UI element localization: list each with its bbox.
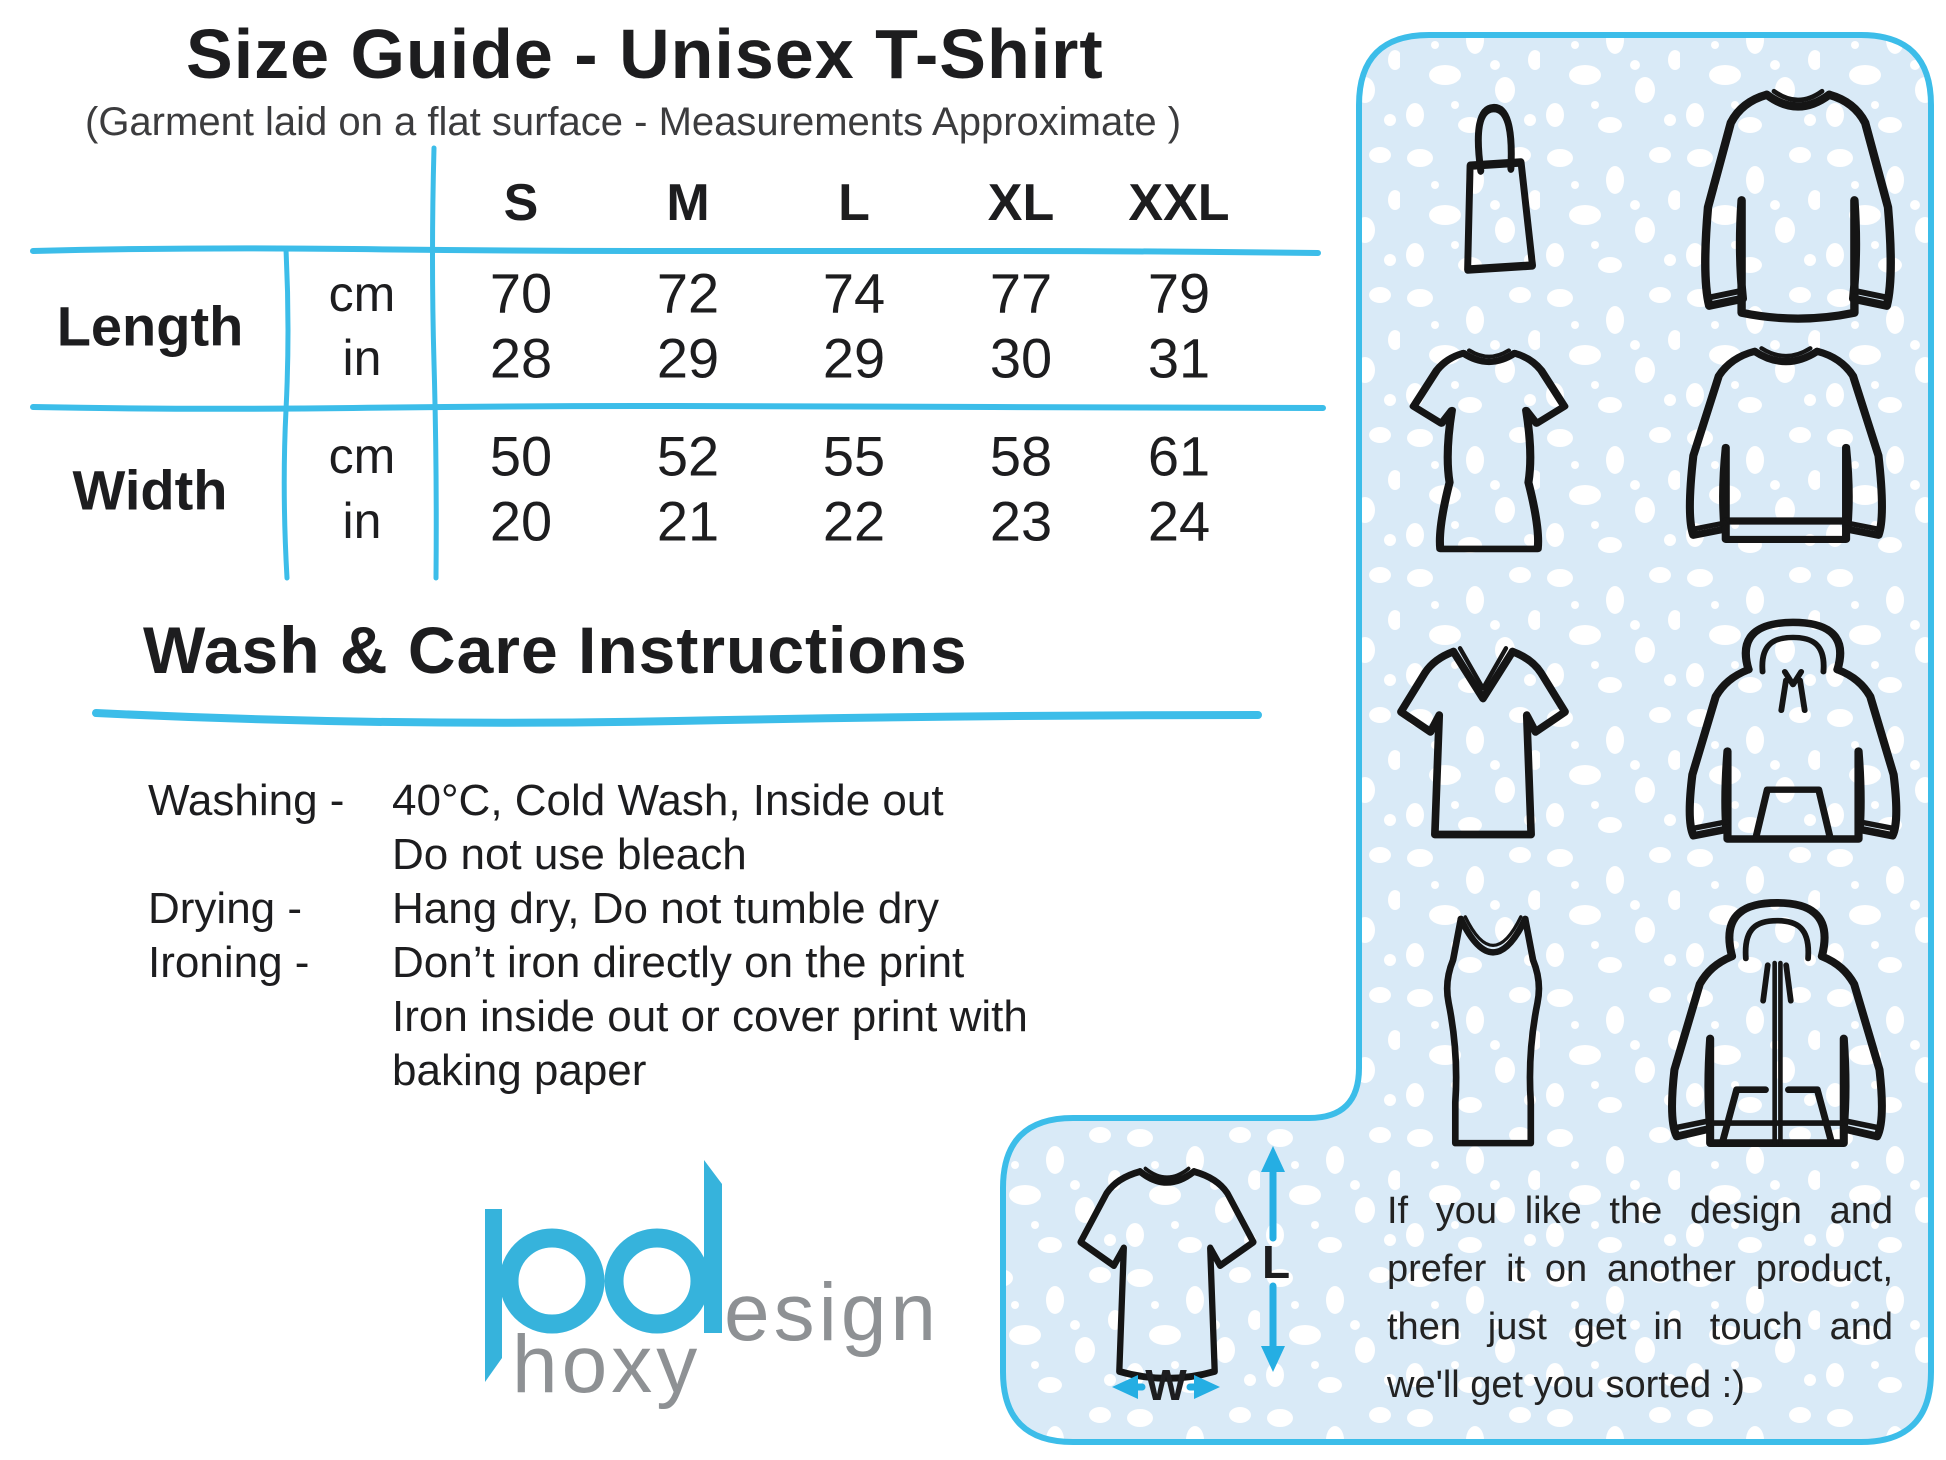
size-header-m: M	[666, 174, 710, 232]
table-cell: 29	[822, 326, 886, 390]
table-cell: 70	[489, 261, 553, 325]
note-line: prefer it on another product,	[1387, 1248, 1893, 1290]
tote-bag-icon	[1464, 103, 1536, 274]
table-cell: 58	[989, 424, 1053, 488]
table-cell: 21	[656, 489, 720, 553]
product-panel	[1000, 32, 1934, 1445]
table-cell: 79	[1147, 261, 1211, 325]
sweatshirt-icon	[1685, 346, 1886, 543]
logo-d-bowl	[604, 1228, 710, 1334]
table-cell: 74	[822, 261, 886, 325]
care-line: Hang dry, Do not tumble dry	[392, 884, 939, 933]
note-line: If you like the design and	[1387, 1190, 1893, 1232]
unit-length-cm: cm	[328, 266, 396, 322]
length-dimension-label: L	[1261, 1236, 1291, 1288]
t-shirt-measure-icon	[1077, 1166, 1257, 1382]
logo-p-stem	[485, 1209, 502, 1382]
table-cell: 52	[656, 424, 720, 488]
size-header-l: L	[838, 174, 870, 232]
page-title: Size Guide - Unisex T-Shirt	[186, 15, 1104, 93]
zip-hoodie-icon	[1668, 899, 1886, 1147]
care-heading-underline	[92, 709, 1262, 727]
unit-width-in: in	[342, 493, 382, 549]
logo-p-bowl	[499, 1228, 605, 1334]
care-label-drying: Drying -	[148, 884, 303, 933]
v-neck-t-shirt-icon	[1397, 646, 1569, 839]
size-header-s: S	[503, 174, 539, 232]
note-line: then just get in touch and	[1387, 1306, 1893, 1348]
table-vline-right	[430, 145, 439, 581]
table-cell: 23	[989, 489, 1053, 553]
measure-arrows	[1112, 1146, 1285, 1399]
care-line: Do not use bleach	[392, 830, 747, 879]
table-cell: 61	[1147, 424, 1211, 488]
table-cell: 55	[822, 424, 886, 488]
row-label-length: Length	[56, 294, 244, 358]
logo-d-stem	[704, 1160, 722, 1333]
care-label-washing: Washing -	[148, 776, 345, 825]
care-line: Don’t iron directly on the print	[392, 938, 965, 987]
care-heading: Wash & Care Instructions	[143, 613, 968, 687]
table-cell: 30	[989, 326, 1053, 390]
page-subtitle: (Garment laid on a flat surface - Measur…	[85, 100, 1182, 144]
table-cell: 31	[1147, 326, 1211, 390]
table-cell: 29	[656, 326, 720, 390]
tank-top-icon	[1443, 915, 1543, 1147]
note-line: we'll get you sorted :)	[1387, 1364, 1745, 1406]
width-dimension-label: W	[1145, 1361, 1187, 1410]
table-cell: 72	[656, 261, 720, 325]
logo-phoxy-text: hoxy	[512, 1319, 702, 1410]
table-hline-top	[30, 245, 1321, 256]
hoodie-icon	[1685, 618, 1901, 843]
table-hline-mid	[30, 402, 1326, 412]
long-sleeve-shirt-icon	[1701, 88, 1895, 323]
table-cell: 50	[489, 424, 553, 488]
table-cell: 77	[989, 261, 1053, 325]
logo-design-text: esign	[724, 1267, 941, 1358]
size-header-xxl: XXL	[1128, 174, 1230, 232]
care-line: 40°C, Cold Wash, Inside out	[392, 776, 944, 825]
care-line: baking paper	[392, 1046, 647, 1095]
table-cell: 28	[489, 326, 553, 390]
panel-outline	[1000, 32, 1934, 1445]
care-label-ironing: Ironing -	[148, 938, 310, 987]
unit-length-in: in	[342, 330, 382, 386]
unit-width-cm: cm	[328, 428, 396, 484]
row-label-width: Width	[72, 458, 228, 522]
size-header-xl: XL	[987, 174, 1055, 232]
womens-t-shirt-icon	[1409, 348, 1569, 553]
logo-monogram-icon	[485, 1160, 722, 1382]
care-line: Iron inside out or cover print with	[392, 992, 1028, 1041]
table-cell: 22	[822, 489, 886, 553]
table-vline-left	[281, 247, 291, 581]
table-cell: 20	[489, 489, 553, 553]
table-rules	[30, 145, 1326, 727]
table-cell: 24	[1147, 489, 1211, 553]
